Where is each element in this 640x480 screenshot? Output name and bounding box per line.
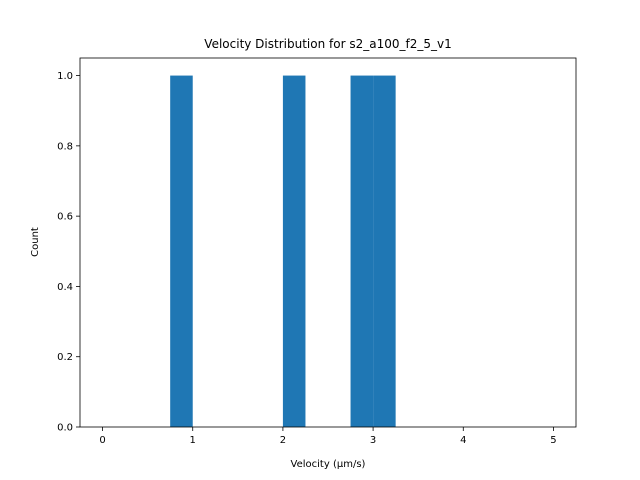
histogram-bar-2 [350, 75, 374, 428]
x-axis-ticks: 0 1 2 3 4 5 [99, 427, 557, 446]
x-tick-label-0: 0 [99, 435, 105, 446]
chart-title: Velocity Distribution for s2_a100_f2_5_v… [204, 37, 451, 51]
y-tick-label-2: 0.4 [57, 282, 73, 293]
y-axis-label: Count [30, 227, 41, 257]
x-tick-label-3: 3 [370, 435, 376, 446]
y-tick-label-0: 0.0 [57, 423, 73, 434]
y-tick-label-4: 0.8 [57, 141, 73, 152]
x-tick-label-4: 4 [460, 435, 466, 446]
y-tick-label-1: 0.2 [57, 352, 73, 363]
y-tick-label-3: 0.6 [57, 212, 73, 223]
y-tick-label-5: 1.0 [57, 71, 73, 82]
y-axis-ticks: 0.0 0.2 0.4 0.6 0.8 1.0 [57, 71, 80, 434]
histogram-bar-1 [282, 75, 306, 428]
plot-frame [79, 57, 577, 428]
bars-group [170, 75, 396, 428]
x-tick-label-1: 1 [190, 435, 196, 446]
histogram-bar-3 [373, 75, 396, 428]
x-tick-label-2: 2 [280, 435, 286, 446]
x-tick-label-5: 5 [550, 435, 556, 446]
x-axis-label: Velocity (μm/s) [291, 459, 366, 470]
histogram-bar-0 [170, 75, 193, 428]
